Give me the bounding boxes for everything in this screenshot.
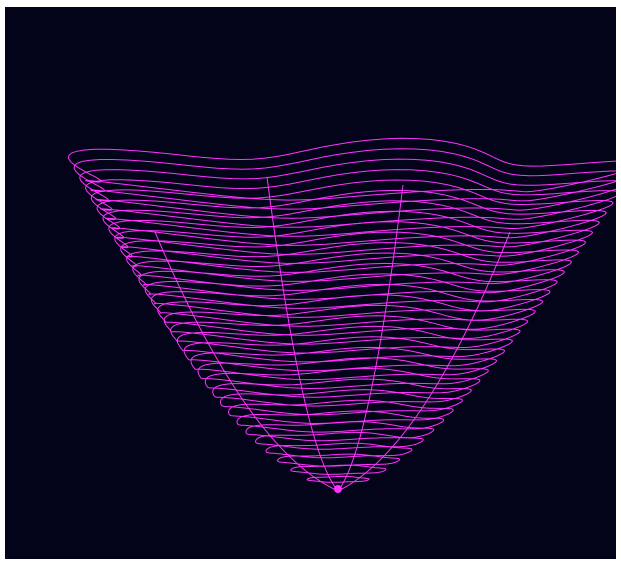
- wire-ring: [108, 210, 594, 264]
- wire-ring: [150, 283, 544, 327]
- wire-ring: [120, 231, 580, 282]
- wire-ring: [227, 399, 454, 425]
- wire-ring: [73, 148, 616, 210]
- wire-ring: [265, 442, 413, 459]
- wire-ring: [102, 200, 601, 255]
- wire-ring: [204, 367, 481, 398]
- wire-ring: [114, 221, 587, 273]
- wire-ring: [79, 158, 616, 219]
- wire-seam: [266, 176, 339, 492]
- wire-ring: [183, 336, 506, 372]
- wire-ring: [90, 179, 614, 237]
- wire-ring: [190, 346, 498, 381]
- wire-ring: [84, 169, 616, 228]
- wireframe-bowl: [68, 137, 616, 493]
- wire-ring: [176, 325, 513, 363]
- render-viewport: [5, 7, 616, 559]
- wire-ring: [197, 357, 489, 390]
- wire-ring: [255, 431, 424, 450]
- wire-ring: [212, 378, 472, 407]
- wire-ring: [236, 410, 445, 433]
- wire-seam: [337, 184, 404, 492]
- wire-ring: [132, 252, 565, 300]
- wire-seam: [337, 231, 511, 492]
- wire-ring: [68, 137, 616, 201]
- wire-ring: [245, 421, 435, 442]
- wire-seam: [154, 231, 339, 492]
- wire-ring: [144, 273, 551, 318]
- wire-ring: [138, 262, 558, 309]
- bowl-apex: [334, 485, 342, 493]
- wire-ring: [163, 304, 529, 345]
- wire-ring: [170, 315, 521, 354]
- wire-ring: [290, 464, 387, 475]
- wire-ring: [96, 189, 607, 246]
- wire-ring: [126, 242, 573, 291]
